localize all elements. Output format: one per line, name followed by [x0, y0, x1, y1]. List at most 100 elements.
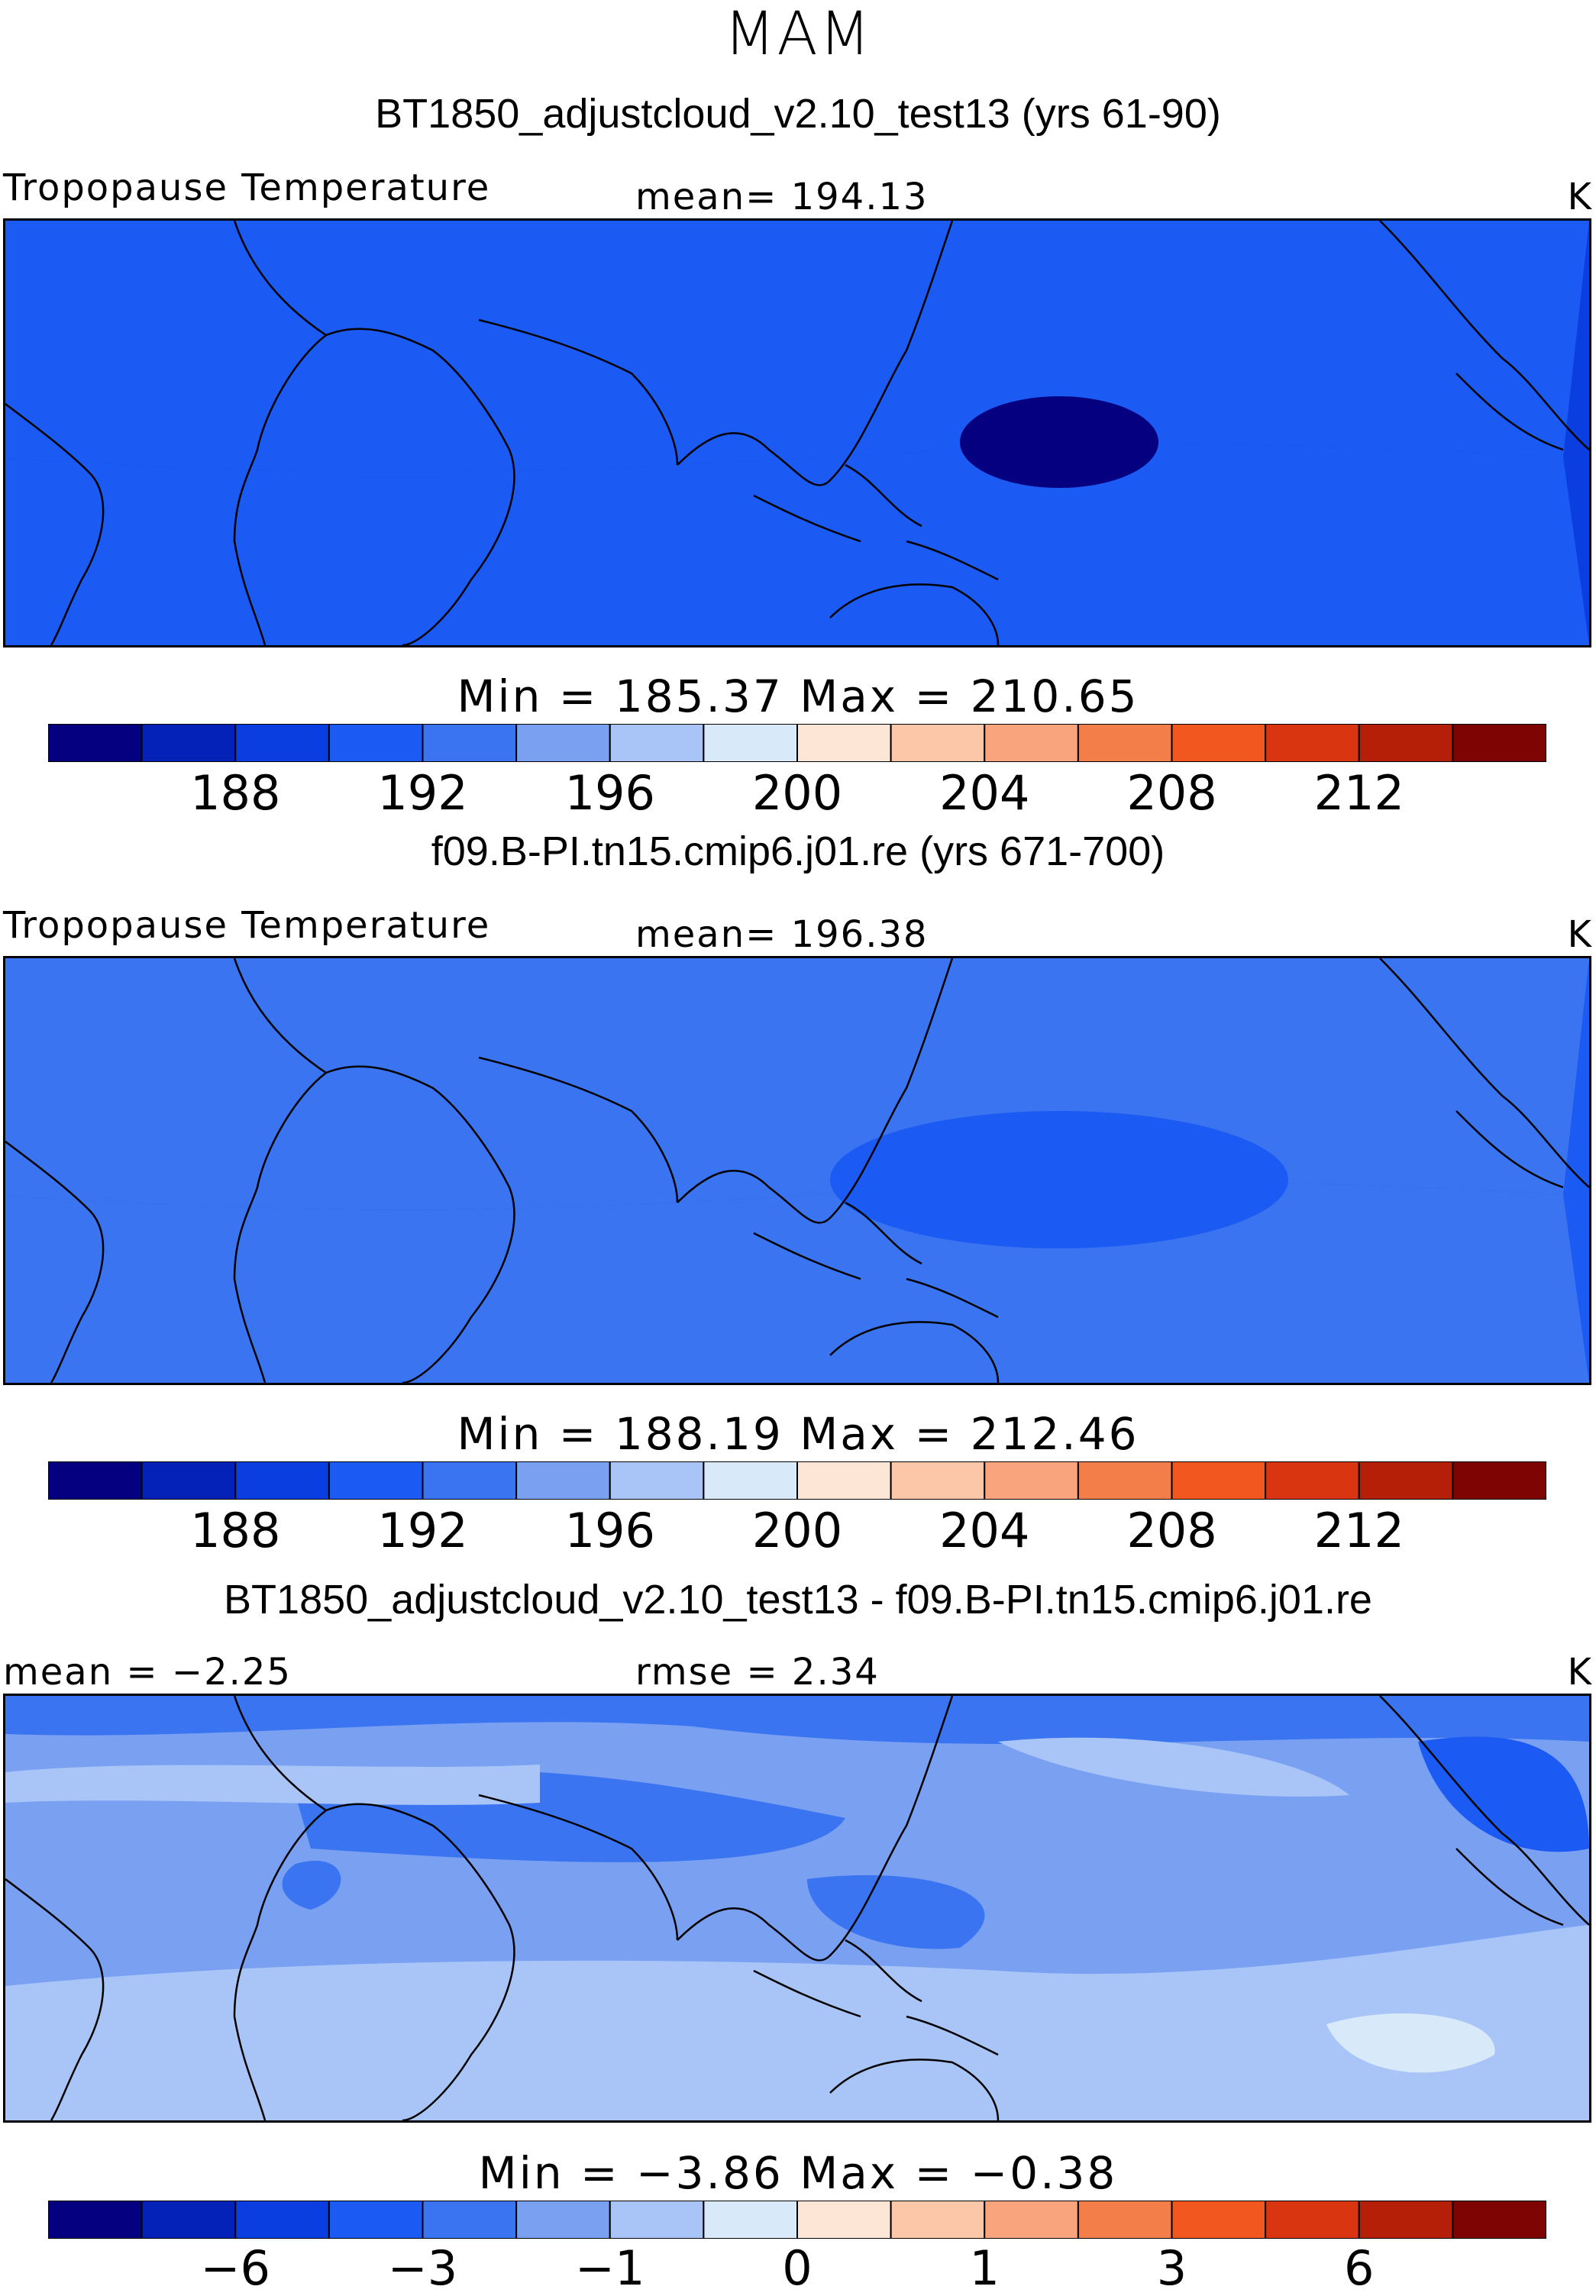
colorbar-box: [422, 1461, 518, 1500]
colorbar-box: [1452, 2200, 1547, 2239]
coastline: [829, 1321, 1000, 1383]
colorbar-box: [422, 723, 518, 763]
colorbar-box: [1265, 2200, 1360, 2239]
colorbar-box: [1077, 723, 1173, 763]
coastline: [753, 1201, 999, 1319]
colorbar-box: [1452, 1461, 1547, 1500]
contour-band: [1418, 1736, 1589, 1852]
coastline: [753, 1939, 999, 2056]
contour-band: [282, 1860, 341, 1910]
colorbar-tick-label: 0: [782, 2240, 813, 2296]
colorbar-box: [1077, 1461, 1173, 1500]
panel-2-variable-label: Tropopause Temperature: [3, 904, 491, 947]
colorbar-box: [1171, 1461, 1267, 1500]
colorbar-tick-label: 3: [1156, 2240, 1187, 2296]
coastline: [233, 221, 515, 645]
panel-1-title: BT1850_adjustcloud_v2.10_test13 (yrs 61-…: [375, 91, 1221, 137]
coastline: [5, 1141, 105, 1383]
colorbar-box: [1265, 723, 1360, 763]
colorbar-tick-label: 208: [1126, 765, 1217, 821]
colorbar-box: [890, 723, 986, 763]
contour-band: [807, 1875, 985, 1949]
panel-2-map: [3, 956, 1591, 1385]
colorbar-tick-label: 212: [1313, 765, 1404, 821]
colorbar-box: [141, 1461, 237, 1500]
panel-2-title: f09.B-PI.tn15.cmip6.j01.re (yrs 671-700): [431, 828, 1165, 874]
contour-minimum: [960, 396, 1158, 488]
panel-1-colorbar: [47, 723, 1547, 763]
panel-3-min-max: Min = −3.86 Max = −0.38: [478, 2147, 1118, 2199]
colorbar-box: [796, 723, 892, 763]
colorbar-box: [609, 723, 705, 763]
colorbar-box: [234, 2200, 330, 2239]
colorbar-box: [47, 723, 143, 763]
colorbar-box: [47, 2200, 143, 2239]
colorbar-box: [984, 723, 1079, 763]
colorbar-tick-label: 204: [939, 765, 1030, 821]
colorbar-box: [515, 723, 611, 763]
panel-2-colorbar: [47, 1461, 1547, 1500]
panel-1-mean-label: mean= 194.13: [635, 176, 929, 218]
coastline: [5, 1878, 105, 2120]
colorbar-box: [1358, 1461, 1454, 1500]
colorbar-box: [1452, 723, 1547, 763]
coastline: [478, 958, 954, 1224]
colorbar-box: [47, 1461, 143, 1500]
coastline: [478, 221, 954, 486]
colorbar-tick-label: 192: [377, 1503, 468, 1558]
colorbar-box: [796, 1461, 892, 1500]
season-title: MAM: [724, 0, 872, 69]
coastline: [233, 958, 515, 1383]
colorbar-tick-label: 212: [1313, 1503, 1404, 1558]
contour-band: [5, 1765, 540, 1805]
contour-band: [5, 221, 1589, 473]
colorbar-tick-label: 6: [1344, 2240, 1375, 2296]
panel-2-min-max: Min = 188.19 Max = 212.46: [457, 1408, 1139, 1460]
panel-1-min-max: Min = 185.37 Max = 210.65: [457, 670, 1139, 722]
colorbar-box: [328, 2200, 424, 2239]
panel-3-units-label: K: [1567, 1651, 1593, 1694]
contour-band: [5, 1182, 1589, 1383]
contour-band: [5, 958, 1589, 1210]
coastline: [233, 1696, 515, 2120]
colorbar-box: [1077, 2200, 1173, 2239]
colorbar-box: [1171, 2200, 1267, 2239]
panel-1-variable-label: Tropopause Temperature: [3, 166, 491, 209]
panel-3-mean-label: mean = −2.25: [3, 1651, 292, 1694]
colorbar-box: [515, 1461, 611, 1500]
panel-1-units-label: K: [1567, 176, 1593, 218]
contour-band: [998, 1737, 1349, 1797]
contour-band: [1326, 2013, 1495, 2073]
colorbar-box: [984, 2200, 1079, 2239]
colorbar-box: [328, 723, 424, 763]
coastline: [5, 403, 105, 645]
colorbar-box: [1265, 1461, 1360, 1500]
colorbar-box: [328, 1461, 424, 1500]
colorbar-tick-label: 196: [564, 1503, 655, 1558]
colorbar-box: [890, 1461, 986, 1500]
colorbar-tick-label: −6: [200, 2240, 270, 2296]
panel-3-map: [3, 1694, 1591, 2123]
colorbar-box: [703, 1461, 798, 1500]
contour-band: [5, 444, 1589, 645]
colorbar-box: [234, 1461, 330, 1500]
colorbar-tick-label: −1: [575, 2240, 645, 2296]
coastline: [1379, 1696, 1589, 1926]
colorbar-box: [703, 2200, 798, 2239]
colorbar-box: [141, 2200, 237, 2239]
colorbar-box: [609, 1461, 705, 1500]
panel-2-units-label: K: [1567, 913, 1593, 956]
colorbar-box: [609, 2200, 705, 2239]
colorbar-box: [141, 723, 237, 763]
contour-band: [5, 1925, 1589, 2120]
coastline: [1379, 958, 1589, 1189]
colorbar-box: [1358, 2200, 1454, 2239]
colorbar-tick-label: −3: [387, 2240, 458, 2296]
colorbar-tick-label: 196: [564, 765, 655, 821]
colorbar-tick-label: 1: [969, 2240, 1000, 2296]
panel-2-mean-label: mean= 196.38: [635, 913, 929, 956]
panel-3-rmse-label: rmse = 2.34: [635, 1651, 880, 1694]
coastline: [829, 2059, 1000, 2120]
colorbar-tick-label: 204: [939, 1503, 1030, 1558]
colorbar-box: [796, 2200, 892, 2239]
